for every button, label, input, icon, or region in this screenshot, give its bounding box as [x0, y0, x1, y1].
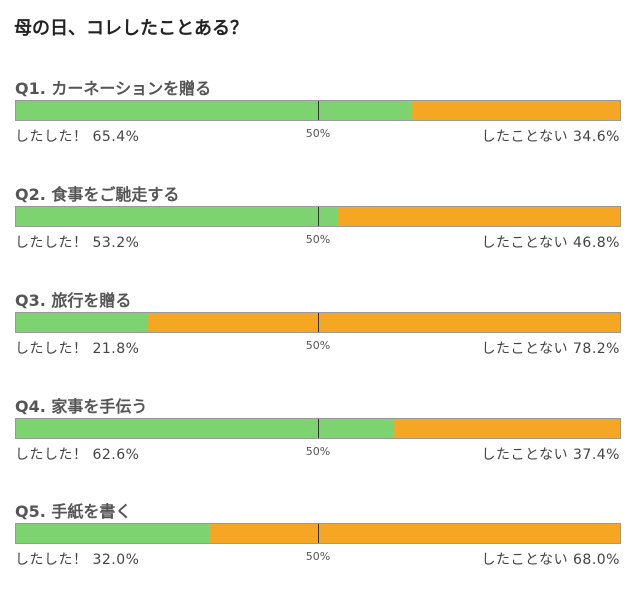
did-label: したした！ 62.6%	[15, 447, 140, 463]
did-label: したした！ 32.0%	[15, 552, 140, 568]
question-title: Q1. カーネーションを贈る	[15, 79, 212, 98]
did-label: したした！ 65.4%	[15, 129, 140, 145]
bar-segment-did	[16, 101, 412, 120]
did-label: したした！ 53.2%	[15, 235, 140, 251]
question-block: Q1. カーネーションを贈る したした！ 65.4% 50% したことない 34…	[0, 75, 640, 175]
midpoint-line	[318, 101, 319, 120]
midpoint-label: 50%	[305, 339, 331, 352]
question-title: Q2. 食事をご馳走する	[15, 185, 180, 204]
bar-segment-did	[16, 313, 148, 332]
midpoint-label: 50%	[305, 127, 331, 140]
question-block: Q3. 旅行を贈る したした！ 21.8% 50% したことない 78.2%	[0, 287, 640, 387]
question-title: Q5. 手紙を書く	[15, 502, 132, 521]
stacked-bar	[15, 100, 621, 121]
did-not-label: したことない 78.2%	[481, 341, 620, 357]
bar-segment-did	[16, 524, 210, 543]
question-title: Q3. 旅行を贈る	[15, 291, 132, 310]
stacked-bar	[15, 312, 621, 333]
did-label: したした！ 21.8%	[15, 341, 140, 357]
question-block: Q4. 家事を手伝う したした！ 62.6% 50% したことない 37.4%	[0, 393, 640, 493]
did-not-label: したことない 68.0%	[481, 552, 620, 568]
did-not-label: したことない 34.6%	[481, 129, 620, 145]
did-not-label: したことない 46.8%	[481, 235, 620, 251]
midpoint-label: 50%	[305, 233, 331, 246]
question-block: Q2. 食事をご馳走する したした！ 53.2% 50% したことない 46.8…	[0, 181, 640, 281]
midpoint-line	[318, 313, 319, 332]
midpoint-label: 50%	[305, 550, 331, 563]
question-block: Q5. 手紙を書く したした！ 32.0% 50% したことない 68.0%	[0, 498, 640, 598]
midpoint-line	[318, 207, 319, 226]
question-title: Q4. 家事を手伝う	[15, 397, 148, 416]
stacked-bar	[15, 523, 621, 544]
midpoint-line	[318, 419, 319, 438]
did-not-label: したことない 37.4%	[481, 447, 620, 463]
chart-title: 母の日、コレしたことある？	[14, 18, 248, 39]
midpoint-line	[318, 524, 319, 543]
stacked-bar	[15, 206, 621, 227]
bar-segment-did	[16, 207, 338, 226]
midpoint-label: 50%	[305, 445, 331, 458]
stacked-bar	[15, 418, 621, 439]
bar-segment-did	[16, 419, 395, 438]
